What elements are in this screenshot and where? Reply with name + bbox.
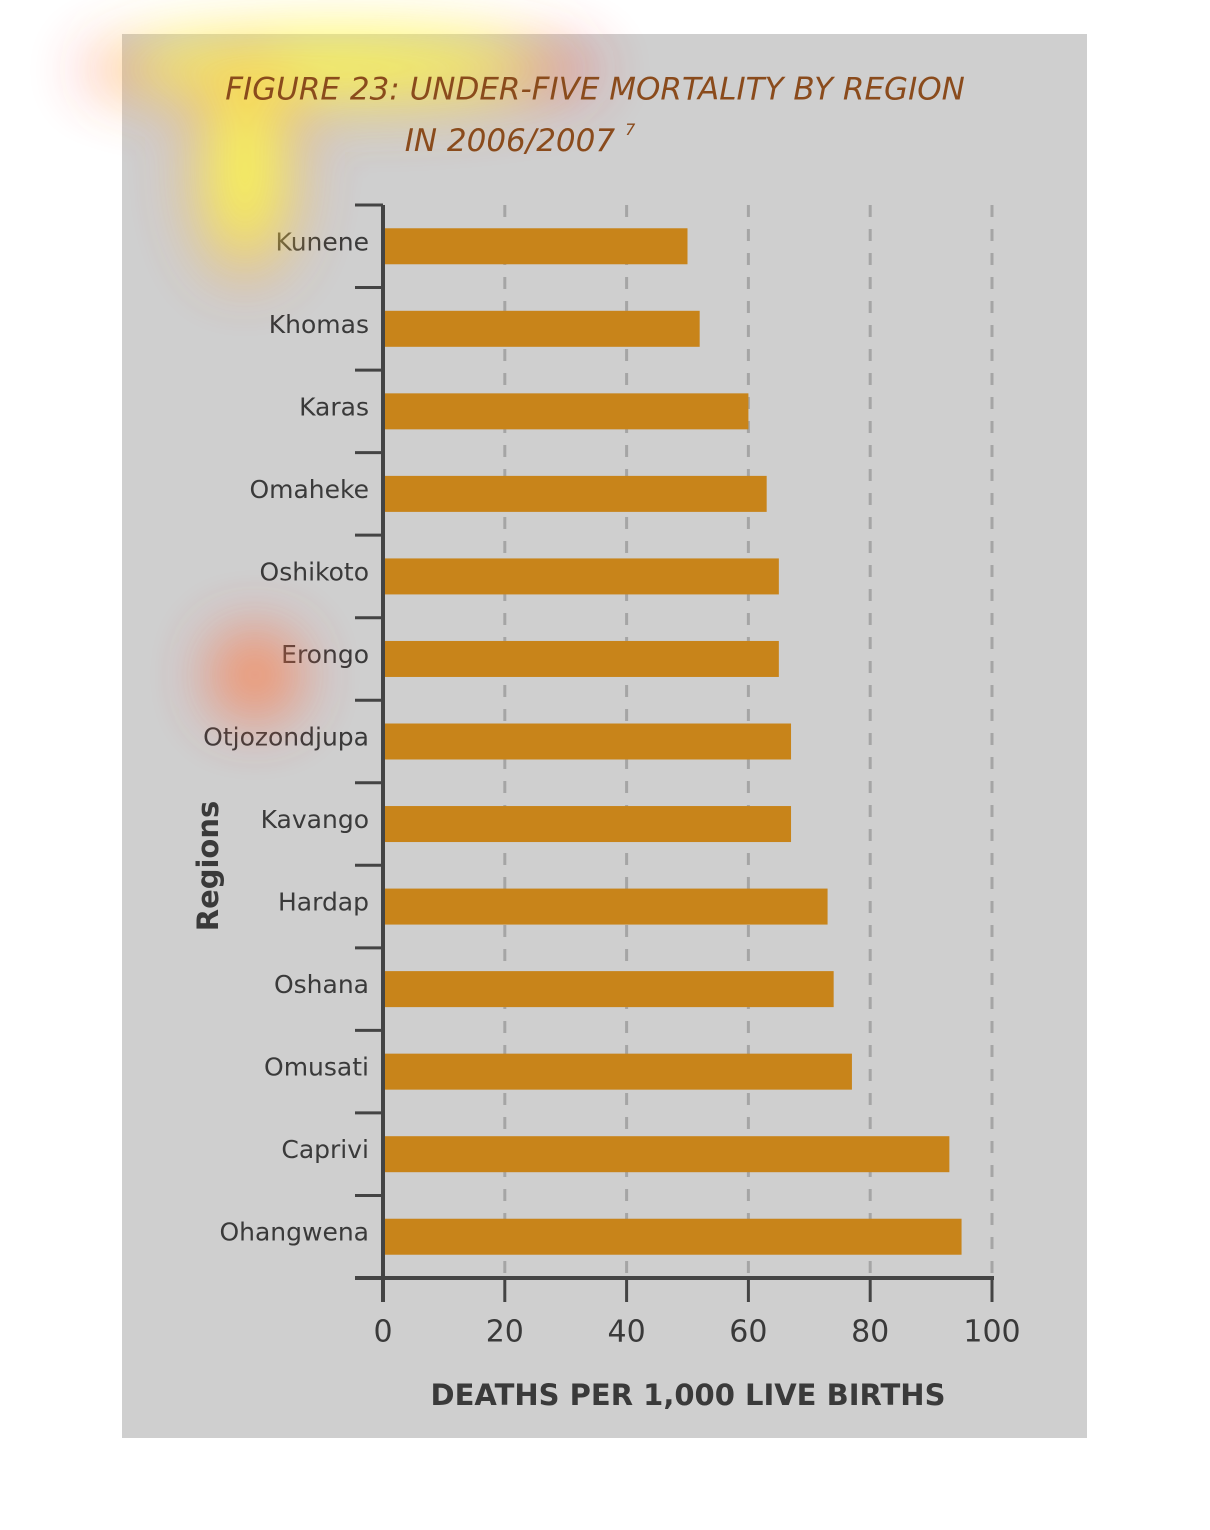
y-tick-label: Karas [299,392,369,421]
bar [383,393,749,430]
bar [383,1218,962,1255]
x-tick-label: 20 [486,1315,524,1350]
y-tick-label: Caprivi [281,1135,369,1164]
chart-title: FIGURE 23: UNDER-FIVE MORTALITY BY REGIO… [225,72,965,108]
chart-title: IN 2006/2007 7 [405,120,636,159]
y-tick-label: Otjozondjupa [203,723,369,752]
bar [383,971,834,1008]
y-tick-label: Ohangwena [219,1218,369,1247]
bar [383,640,779,677]
bar [383,310,700,347]
y-tick-label: Omusati [264,1053,369,1082]
heatmap-overlay [80,30,600,720]
y-tick-label: Oshikoto [260,557,369,586]
y-tick-label: Kavango [261,805,369,834]
y-tick-label: Khomas [269,310,369,339]
plot-area: 0 20 40 60 80 100 Kunene Khomas Karas Omaheke Oshi… [203,203,1021,1350]
y-tick-label: Oshana [274,970,369,999]
y-tick-label: Omaheke [249,475,369,504]
bar [383,888,828,925]
bar [383,723,792,760]
x-tick-label: 80 [851,1315,889,1350]
y-axis-title: Regions [191,801,225,932]
x-tick-label: 100 [963,1315,1020,1350]
bar [383,558,779,595]
x-axis-title: DEATHS PER 1,000 LIVE BIRTHS [431,1378,946,1412]
chart-title: IN 2006/2007 [405,123,616,159]
bar [383,806,792,843]
y-tick-label: Hardap [278,888,369,917]
bar [383,1136,950,1173]
x-tick-label: 0 [373,1315,392,1350]
bar [383,1053,852,1090]
bar [383,228,688,265]
x-tick-label: 40 [608,1315,646,1350]
title-note: 7 [625,120,636,139]
y-tick-label: Kunene [276,227,369,256]
bar [383,475,767,512]
x-tick-label: 60 [729,1315,767,1350]
